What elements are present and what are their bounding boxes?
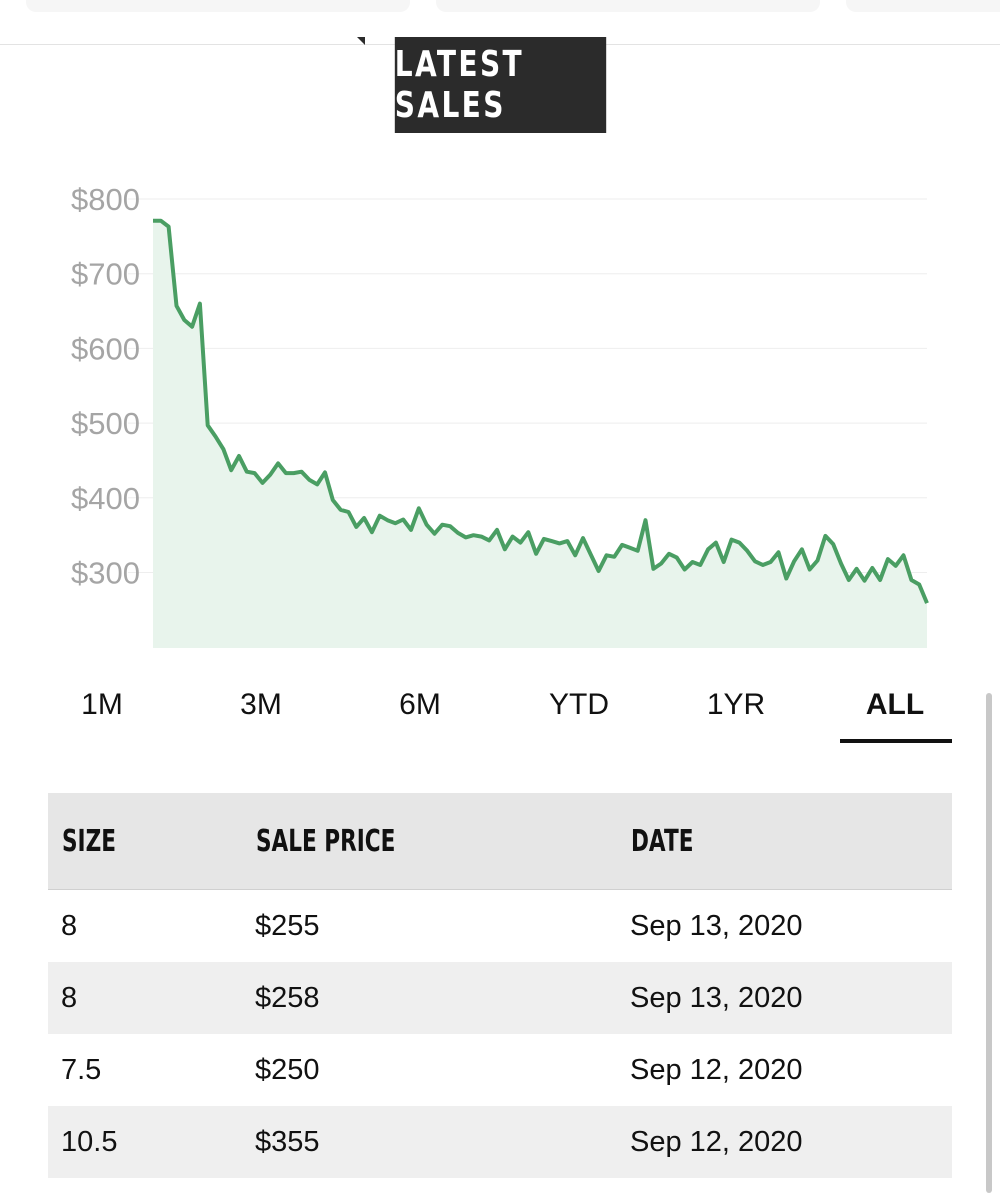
tab-all[interactable]: ALL [865,688,925,721]
price-history-chart: $800 $700 $600 $500 $400 $300 [71,182,929,648]
scrollbar[interactable] [986,693,992,1193]
header-sale-price: SALE PRICE [242,793,617,890]
table-row: 10.5 $355 Sep 12, 2020 [48,1106,952,1178]
y-tick-label: $300 [71,556,140,591]
title-notch [357,37,365,45]
product-card-1[interactable] [26,0,410,12]
table-row: 7.5 $250 Sep 12, 2020 [48,1034,952,1106]
tab-3m[interactable]: 3M [240,688,282,721]
latest-sales-table: SIZE SALE PRICE DATE 8 $255 Sep 13, 2020… [48,793,952,1178]
product-card-2[interactable] [436,0,820,12]
tab-6m[interactable]: 6M [399,688,441,721]
active-tab-indicator [840,739,952,743]
cell-date: Sep 13, 2020 [617,962,952,1034]
cell-sale-price: $355 [242,1106,617,1178]
cell-date: Sep 12, 2020 [630,1053,803,1086]
y-tick-label: $600 [71,331,140,366]
y-tick-label: $800 [71,182,140,217]
price-series-line [153,218,929,604]
y-tick-label: $700 [71,257,140,292]
table-row: 8 $255 Sep 13, 2020 [48,890,952,963]
tab-1m[interactable]: 1M [81,688,123,721]
tab-ytd[interactable]: YTD [549,688,609,721]
cell-sale-price: $258 [242,962,617,1034]
price-area-fill [153,220,927,648]
cell-size: 8 [48,962,242,1034]
time-range-tabs: 1M 3M 6M YTD 1YR ALL [0,680,1000,750]
cell-size: 8 [61,909,78,942]
tab-1yr[interactable]: 1YR [706,688,766,721]
header-size: SIZE [48,793,242,890]
product-card-3[interactable] [846,0,1000,12]
y-tick-label: $500 [71,406,140,441]
cell-date: Sep 13, 2020 [630,909,803,942]
cell-size: 7.5 [61,1053,102,1086]
section-title: LATEST SALES [394,37,607,133]
table-row: 8 $258 Sep 13, 2020 [48,962,952,1034]
y-tick-label: $400 [71,481,140,516]
cell-date: Sep 12, 2020 [617,1106,952,1178]
cell-sale-price: $250 [255,1053,320,1086]
cell-sale-price: $255 [255,909,320,942]
header-date: DATE [617,793,952,890]
table-header-row: SIZE SALE PRICE DATE [48,793,952,890]
cell-size: 10.5 [48,1106,242,1178]
